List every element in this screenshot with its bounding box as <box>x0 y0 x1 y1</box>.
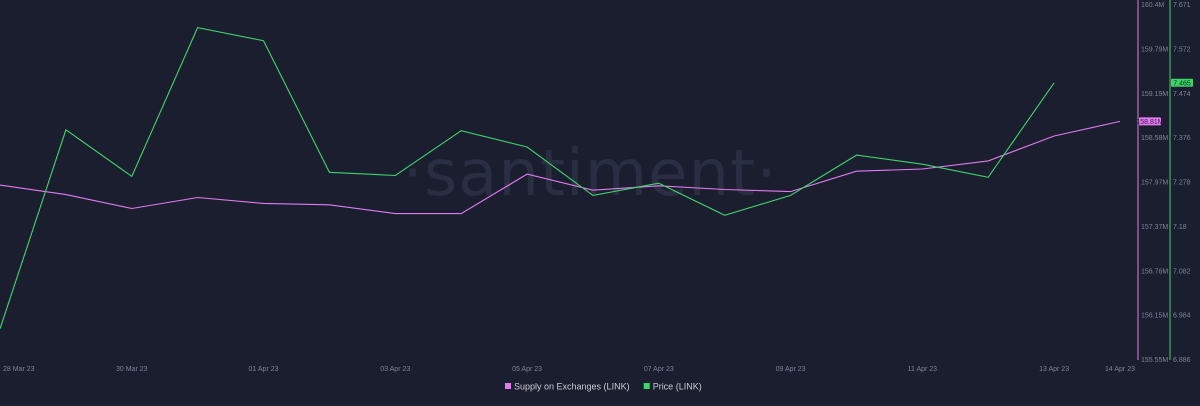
x-axis-tick-label: 07 Apr 23 <box>644 366 674 373</box>
series-line-supply <box>0 120 1121 215</box>
left-axis-tick-label: 155.55M <box>1141 357 1168 364</box>
legend-swatch-supply <box>505 383 511 389</box>
left-axis-tick-label: 159.79M <box>1141 46 1168 53</box>
right-axis-tick-label: 7.474 <box>1173 91 1191 98</box>
left-axis-tick-label: 156.76M <box>1141 268 1168 275</box>
santiment-watermark: ·santiment· <box>402 137 777 211</box>
left-axis-tick-label: 158.58M <box>1141 135 1168 142</box>
right-axis-tick-label: 7.376 <box>1173 135 1191 142</box>
right-axis-tick-label: 7.082 <box>1173 268 1191 275</box>
right-axis-tick-label: 6.886 <box>1173 357 1191 364</box>
supply-last-value-badge-bg <box>1139 117 1161 126</box>
x-axis-tick-label: 01 Apr 23 <box>249 366 279 373</box>
x-axis-tick-label: 30 Mar 23 <box>116 366 148 373</box>
legend-label-supply: Supply on Exchanges (LINK) <box>514 382 630 392</box>
right-axis-tick-label: 7.671 <box>1173 2 1191 9</box>
x-axis-tick-label: 09 Apr 23 <box>776 366 806 373</box>
left-axis-tick-label: 160.4M <box>1141 2 1165 9</box>
left-axis-tick-label: 157.97M <box>1141 180 1168 187</box>
left-axis-tick-label: 157.37M <box>1141 224 1168 231</box>
legend-swatch-price <box>643 383 650 389</box>
x-axis-tick-label: 13 Apr 23 <box>1039 366 1069 373</box>
price-last-value-badge: 7.465 <box>1173 80 1191 87</box>
series-line-price <box>0 26 1055 329</box>
x-axis-tick-label: 03 Apr 23 <box>380 366 410 373</box>
supply-last-value-badge: 158.81M <box>1136 119 1163 126</box>
x-axis-tick-label: 28 Mar 23 <box>3 366 35 373</box>
x-axis-tick-label: 11 Apr 23 <box>908 366 938 373</box>
legend-label-price: Price (LINK) <box>653 382 702 392</box>
right-axis-tick-label: 7.18 <box>1173 224 1187 231</box>
x-axis-tick-label: 05 Apr 23 <box>512 366 542 373</box>
left-axis-tick-label: 156.15M <box>1141 313 1168 320</box>
right-axis-tick-label: 6.984 <box>1173 313 1191 320</box>
right-axis-tick-label: 7.278 <box>1173 180 1191 187</box>
left-axis-tick-label: 159.19M <box>1141 91 1168 98</box>
x-axis-tick-label: 14 Apr 23 <box>1105 366 1135 373</box>
price-last-value-badge-bg <box>1171 78 1193 87</box>
right-axis-tick-label: 7.572 <box>1173 46 1191 53</box>
